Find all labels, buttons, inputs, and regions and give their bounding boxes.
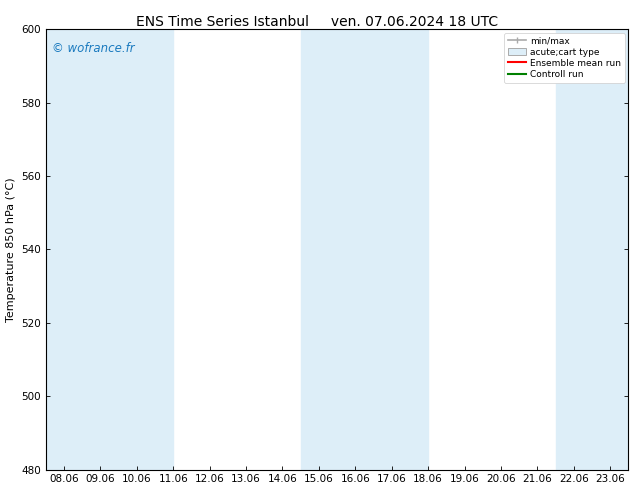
Y-axis label: Temperature 850 hPa (°C): Temperature 850 hPa (°C) [6, 177, 16, 321]
Text: © wofrance.fr: © wofrance.fr [51, 42, 134, 55]
Bar [555, 29, 634, 469]
Bar [301, 29, 428, 469]
Bar [82, 29, 173, 469]
Legend: min/max, acute;cart type, Ensemble mean run, Controll run: min/max, acute;cart type, Ensemble mean … [504, 33, 625, 83]
Bar [46, 29, 100, 469]
Text: ENS Time Series Istanbul     ven. 07.06.2024 18 UTC: ENS Time Series Istanbul ven. 07.06.2024… [136, 15, 498, 29]
